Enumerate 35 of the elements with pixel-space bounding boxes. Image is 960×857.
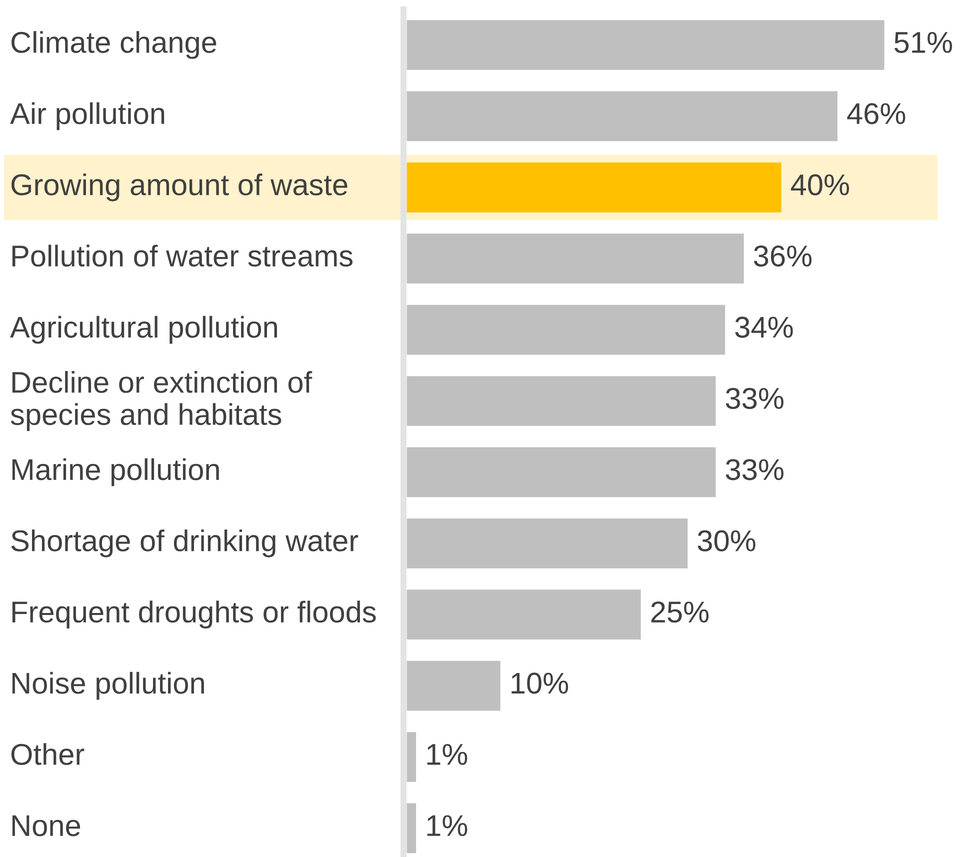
y-tick-label: Noise pollution [12,672,204,700]
data-label: 46% [847,103,906,124]
y-tick-label: Climate change [12,31,216,59]
data-label: 34% [735,316,793,338]
bar [406,20,884,70]
y-tick-label: None [12,815,80,836]
bar [406,91,838,142]
bar [406,732,416,782]
y-tick-label: Pollution of water streams [12,244,352,267]
data-label: 1% [427,744,468,765]
data-label: 25% [651,601,709,623]
data-label: 33% [726,459,784,480]
bar [406,518,688,568]
bar [406,447,716,498]
y-tick-label: Frequent droughts or floods [12,600,376,629]
data-label: 51% [894,32,952,54]
data-label: 33% [726,388,784,410]
bar [406,304,726,355]
data-label: 36% [754,245,812,267]
data-label: 1% [427,815,468,836]
y-tick-label: Marine pollution [12,458,219,486]
y-tick-label: Shortage of drinking water [11,529,358,558]
data-label: 30% [698,530,756,552]
y-tick-label: Agricultural pollution [10,316,277,344]
bar [406,803,416,854]
y-tick-label: Air pollution [10,102,164,130]
y-tick-label: Decline or extinction of species and habitats [10,371,312,431]
bar [406,660,500,711]
data-label: 10% [512,672,568,694]
bar [406,376,716,426]
bar [406,234,744,284]
y-tick-label: Growing amount of waste [12,173,348,202]
y-tick-label: Other [11,743,84,766]
data-label: 40% [790,174,849,196]
bar [406,590,641,640]
